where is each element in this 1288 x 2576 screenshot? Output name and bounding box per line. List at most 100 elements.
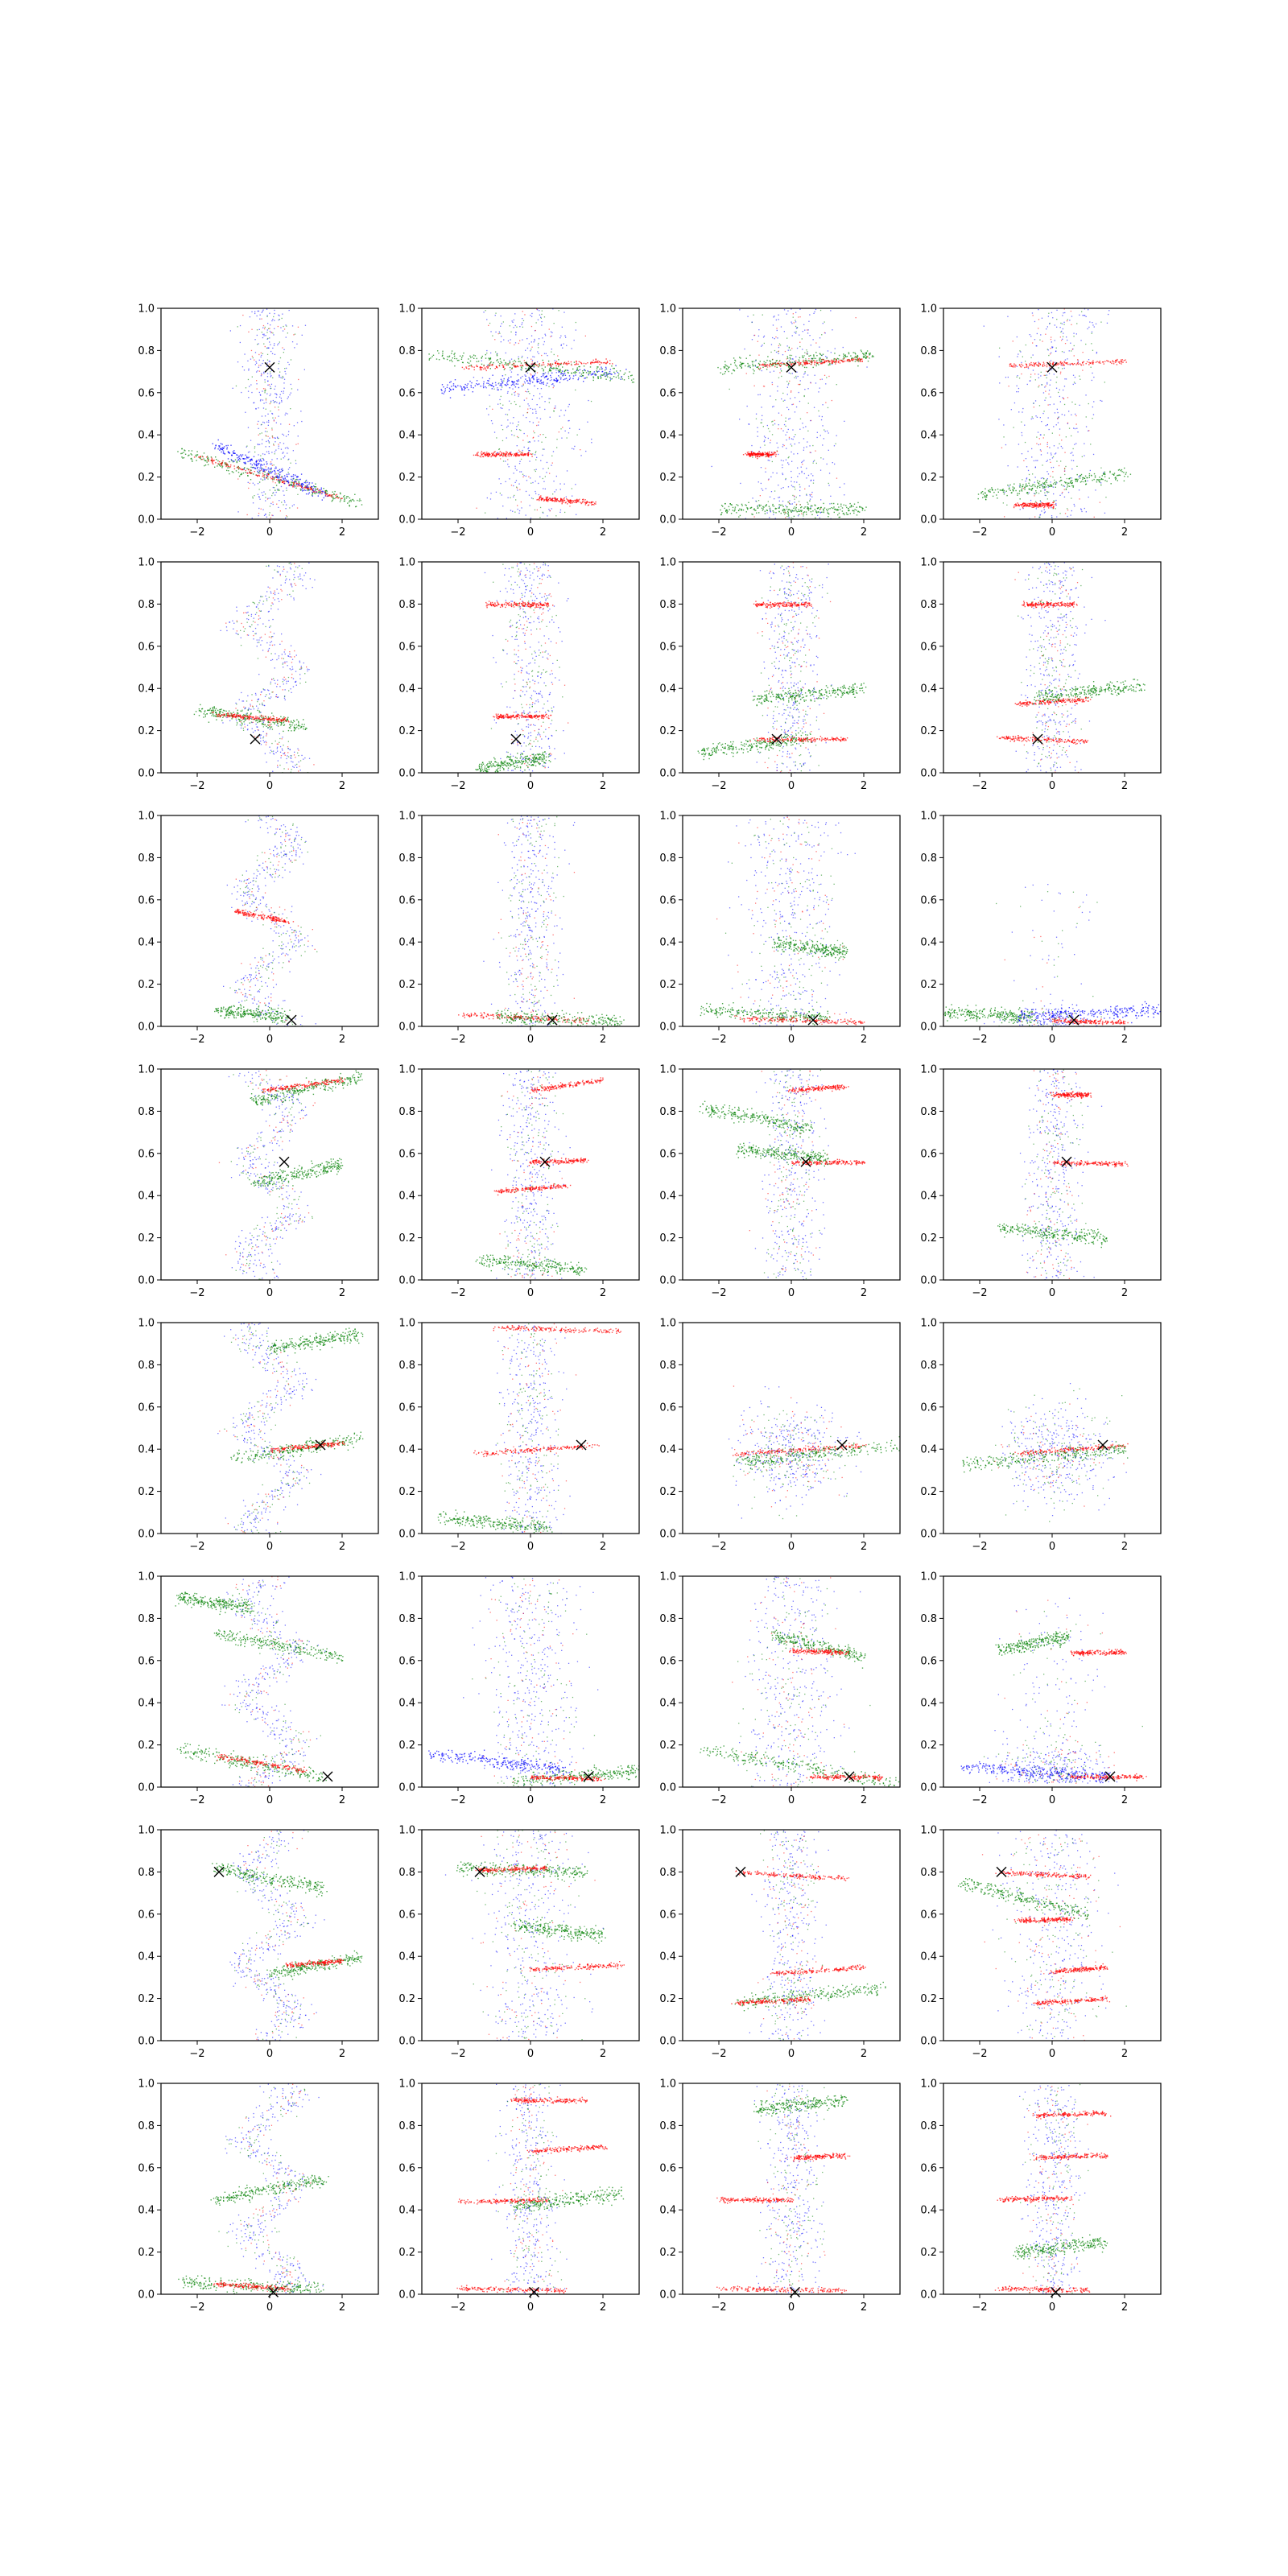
scatter-point-red [530, 374, 532, 376]
scatter-point-red [1050, 367, 1051, 369]
scatter-point-green [852, 510, 853, 512]
scatter-point-blue [782, 444, 784, 446]
scatter-point-blue [776, 442, 778, 444]
scatter-point-red [314, 491, 316, 493]
scatter-point-blue [534, 440, 535, 442]
scatter-point-green [266, 347, 268, 349]
scatter-point-green [1053, 500, 1055, 502]
scatter-point-blue [301, 483, 303, 485]
scatter-point-green [454, 357, 456, 360]
scatter-point-red [482, 456, 485, 458]
scatter-point-red [768, 456, 770, 458]
scatter-point-green [590, 400, 592, 402]
scatter-point-red [489, 454, 491, 456]
scatter-point-green [861, 507, 863, 509]
scatter-point-green [795, 510, 797, 512]
scatter-point-green [1061, 351, 1063, 353]
scatter-point-green [290, 462, 291, 464]
scatter-point-red [1011, 365, 1013, 366]
scatter-point-blue [746, 405, 748, 407]
scatter-point-green [764, 510, 766, 512]
scatter-point-green [820, 457, 822, 459]
scatter-point-red [202, 456, 204, 458]
scatter-point-green [499, 332, 501, 334]
scatter-point-red [260, 508, 262, 510]
scatter-point-green [733, 362, 736, 364]
scatter-point-green [315, 483, 316, 485]
scatter-point-blue [284, 370, 286, 373]
scatter-point-green [729, 388, 730, 390]
scatter-point-blue [1055, 424, 1057, 426]
scatter-point-green [261, 423, 262, 425]
scatter-point-blue [785, 479, 786, 481]
scatter-point-green [516, 486, 518, 488]
scatter-point-green [514, 359, 515, 361]
scatter-point-blue [277, 477, 279, 479]
scatter-point-green [199, 457, 200, 459]
scatter-point-blue [229, 330, 231, 332]
scatter-point-blue [531, 363, 533, 365]
scatter-point-green [833, 502, 835, 505]
scatter-point-blue [510, 339, 511, 341]
scatter-point-green [778, 504, 780, 506]
scatter-point-green [763, 342, 765, 345]
scatter-point-blue [266, 475, 268, 477]
scatter-point-blue [1046, 471, 1048, 473]
scatter-point-blue [279, 396, 281, 398]
scatter-point-blue [519, 471, 521, 473]
scatter-point-blue [282, 433, 283, 435]
scatter-point-green [606, 374, 608, 376]
scatter-point-green [1076, 473, 1078, 476]
scatter-point-green [566, 369, 568, 371]
scatter-point-red [480, 368, 481, 369]
scatter-point-green [717, 366, 719, 369]
scatter-point-green [289, 507, 291, 509]
scatter-point-blue [532, 481, 534, 484]
scatter-point-blue [531, 312, 533, 315]
scatter-point-green [738, 516, 740, 518]
scatter-point-red [517, 505, 518, 506]
scatter-point-green [1068, 427, 1071, 429]
scatter-point-red [821, 362, 824, 364]
panel-grid: −2 0 20.00.20.40.60.81.0−2 0 20.00.20.40.60.… [138, 303, 1162, 2314]
scatter-point-green [489, 358, 492, 360]
scatter-point-green [866, 356, 868, 357]
scatter-point-red [1052, 471, 1054, 473]
scatter-point-blue [1089, 321, 1091, 323]
scatter-point-green [818, 507, 819, 509]
scatter-point-red [549, 497, 551, 499]
scatter-point-blue [237, 511, 239, 513]
scatter-point-red [276, 479, 278, 481]
scatter-point-blue [1062, 315, 1063, 316]
scatter-point-blue [251, 458, 253, 460]
scatter-point-blue [999, 382, 1001, 384]
scatter-point-blue [1005, 444, 1007, 446]
scatter-point-blue [267, 413, 269, 415]
scatter-point-blue [1084, 507, 1085, 510]
scatter-point-blue [809, 495, 811, 497]
scatter-point-red [564, 502, 567, 504]
scatter-point-blue [536, 456, 538, 458]
scatter-point-red [1092, 363, 1094, 365]
scatter-point-blue [806, 468, 807, 469]
scatter-point-red [1009, 363, 1011, 365]
scatter-point-blue [807, 374, 809, 376]
scatter-point-red [753, 453, 755, 455]
scatter-point-green [833, 506, 835, 508]
scatter-point-green [547, 371, 549, 373]
scatter-point-red [1071, 363, 1072, 365]
scatter-point-blue [1034, 339, 1036, 341]
scatter-point-green [852, 357, 854, 359]
scatter-point-blue [572, 378, 574, 380]
scatter-point-blue [552, 308, 554, 310]
scatter-point-red [550, 363, 551, 365]
scatter-point-blue [564, 335, 566, 336]
scatter-point-blue [294, 486, 295, 488]
scatter-point-red [465, 367, 468, 369]
scatter-point-blue [765, 365, 766, 367]
scatter-point-green [522, 384, 524, 386]
scatter-point-green [566, 437, 568, 439]
scatter-point-blue [492, 374, 493, 376]
scatter-point-green [1072, 486, 1074, 488]
scatter-point-red [797, 361, 799, 363]
